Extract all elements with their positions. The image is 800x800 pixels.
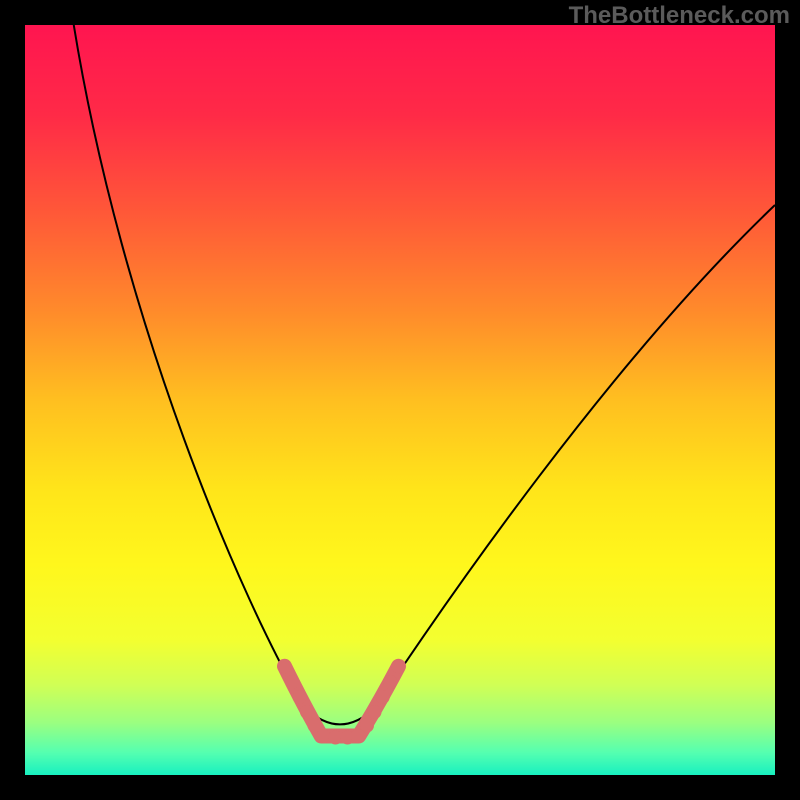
valley-dot — [285, 675, 299, 689]
watermark-text: TheBottleneck.com — [569, 2, 790, 30]
valley-dot — [376, 690, 390, 704]
valley-dot — [329, 731, 343, 745]
valley-dot — [392, 659, 406, 673]
valley-dot — [383, 675, 397, 689]
valley-dot — [368, 705, 382, 719]
valley-dot — [300, 705, 314, 719]
valley-dot — [278, 659, 292, 673]
plot-area — [25, 25, 775, 775]
valley-dot — [360, 719, 374, 733]
chart-canvas: TheBottleneck.com — [0, 0, 800, 800]
valley-dot — [317, 729, 331, 743]
plot-svg — [25, 25, 775, 775]
valley-dot — [293, 690, 307, 704]
